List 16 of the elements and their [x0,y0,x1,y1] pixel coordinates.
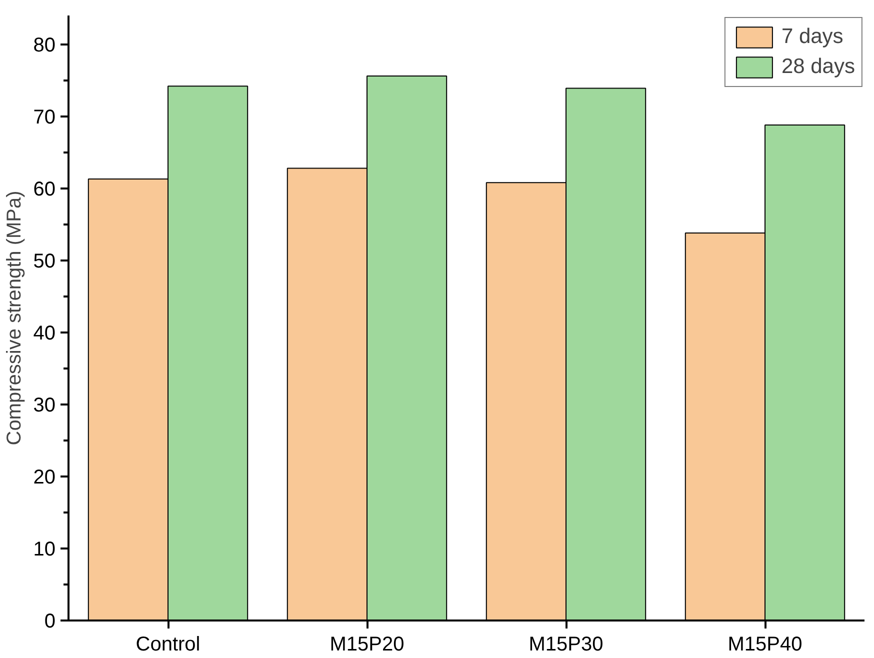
y-tick-label: 30 [33,394,56,416]
x-tick-label: Control [136,634,200,656]
x-tick-label: M15P40 [728,634,802,656]
y-tick-label: 70 [33,106,56,128]
y-tick-label: 60 [33,178,56,200]
legend-label: 28 days [781,55,855,79]
y-tick-label: 40 [33,322,56,344]
x-tick-label: M15P20 [330,634,404,656]
x-tick-label: M15P30 [528,634,604,656]
y-tick-label: 80 [33,34,56,56]
legend-label: 7 days [781,25,844,49]
y-tick-label: 50 [33,250,56,272]
y-tick-label: 20 [33,466,56,488]
y-tick-label: 0 [44,610,56,632]
y-axis-title: Compressive strength (MPa) [3,190,26,446]
y-tick-label: 10 [33,538,56,560]
